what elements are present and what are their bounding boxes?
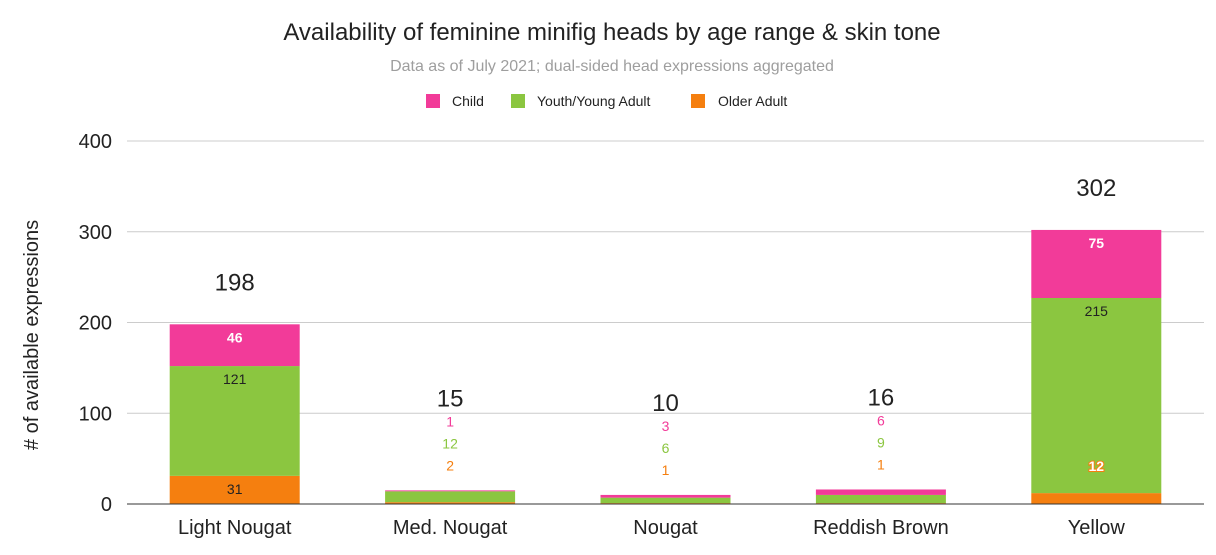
chart-subtitle: Data as of July 2021; dual-sided head ex…	[390, 58, 834, 75]
legend-swatch	[511, 94, 525, 108]
total-labels: 198 15 10 16 302	[215, 175, 1117, 417]
legend-label: Youth/Young Adult	[537, 93, 651, 109]
total-label: 15	[437, 385, 464, 412]
data-label: 31	[227, 481, 243, 497]
total-label: 16	[868, 384, 895, 411]
data-label: 75	[1089, 235, 1105, 251]
data-label: 121	[223, 371, 247, 387]
bar-segment	[815, 494, 946, 504]
data-label: 2	[446, 457, 454, 473]
legend-swatch	[691, 94, 705, 108]
y-tick-label: 200	[79, 313, 112, 335]
y-axis-ticks: 0 100 200 300 400	[79, 131, 112, 516]
gridlines	[127, 140, 1204, 414]
bar-segment	[169, 475, 300, 504]
y-tick-label: 400	[79, 131, 112, 153]
data-label: 12	[1089, 458, 1105, 474]
data-label: 1	[662, 462, 670, 478]
data-label: 9	[877, 434, 885, 450]
bar-segment	[169, 324, 300, 367]
x-tick-label: Yellow	[1068, 517, 1126, 539]
chart-title: Availability of feminine minifig heads b…	[283, 19, 940, 46]
x-tick-label: Light Nougat	[178, 517, 292, 539]
data-label: 6	[877, 412, 885, 428]
bars	[169, 229, 1162, 504]
total-label: 302	[1076, 175, 1116, 202]
bar-segment	[815, 489, 946, 495]
legend: Child Youth/Young Adult Older Adult	[426, 93, 787, 109]
bar-segment	[1031, 229, 1162, 298]
data-label: 1	[446, 413, 454, 429]
bar-segment	[385, 490, 516, 492]
data-label: 215	[1085, 303, 1109, 319]
bar-segment	[600, 497, 731, 504]
y-tick-label: 0	[101, 494, 112, 516]
y-tick-label: 300	[79, 222, 112, 244]
data-label: 6	[662, 440, 670, 456]
bar-segment	[385, 491, 516, 503]
bar-segment	[600, 494, 731, 498]
legend-label: Older Adult	[718, 93, 787, 109]
x-axis-categories: Light Nougat Med. Nougat Nougat Reddish Bro…	[178, 517, 1125, 539]
bar-segment	[1031, 297, 1162, 494]
x-tick-label: Nougat	[633, 517, 698, 539]
data-label: 3	[662, 418, 670, 434]
y-tick-label: 100	[79, 403, 112, 425]
x-tick-label: Med. Nougat	[393, 517, 508, 539]
x-tick-label: Reddish Brown	[813, 517, 949, 539]
y-axis-label: # of available expressions	[21, 220, 43, 450]
total-label: 198	[215, 269, 255, 296]
data-label: 12	[442, 435, 458, 451]
data-label: 46	[227, 329, 243, 345]
data-label: 1	[877, 456, 885, 472]
bar-segment	[169, 366, 300, 476]
legend-label: Child	[452, 93, 484, 109]
bar-segment	[385, 502, 516, 504]
legend-swatch	[426, 94, 440, 108]
total-label: 10	[652, 390, 679, 417]
bar-segment	[1031, 493, 1162, 504]
